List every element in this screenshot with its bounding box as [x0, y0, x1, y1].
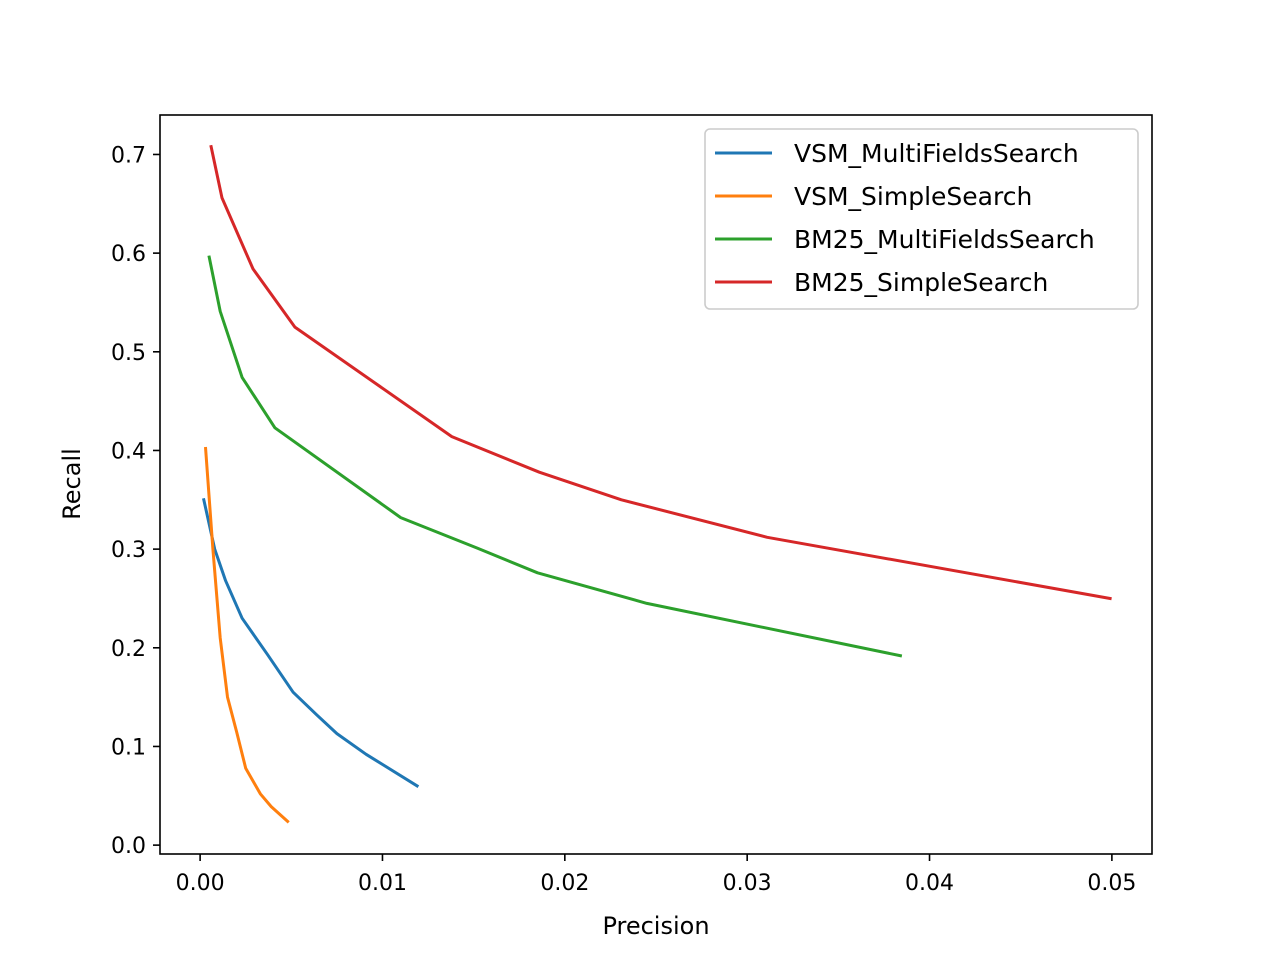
- y-tick-label: 0.1: [111, 735, 146, 760]
- x-tick-label: 0.00: [176, 871, 225, 896]
- x-axis: 0.00 0.01 0.02 0.03 0.04 0.05: [176, 854, 1136, 896]
- plot-area: [202, 144, 1112, 824]
- y-tick-label: 0.5: [111, 341, 146, 366]
- x-tick-label: 0.05: [1087, 871, 1136, 896]
- x-tick-label: 0.01: [358, 871, 407, 896]
- legend-label-3: BM25_SimpleSearch: [794, 268, 1048, 297]
- y-tick-label: 0.2: [111, 637, 146, 662]
- legend-label-2: BM25_MultiFieldsSearch: [794, 225, 1095, 254]
- legend-label-0: VSM_MultiFieldsSearch: [794, 139, 1079, 168]
- y-tick-label: 0.0: [111, 834, 146, 859]
- x-tick-label: 0.03: [723, 871, 772, 896]
- series-line-3: [209, 144, 1112, 601]
- y-tick-label: 0.4: [111, 439, 146, 464]
- plot-frame: [159, 114, 1153, 855]
- x-tick-label: 0.04: [905, 871, 954, 896]
- x-axis-label: Precision: [602, 912, 709, 940]
- y-tick-label: 0.6: [111, 242, 146, 267]
- legend-box: [704, 128, 1139, 310]
- series-line-2: [207, 255, 903, 658]
- legend-label-1: VSM_SimpleSearch: [794, 182, 1032, 211]
- y-tick-label: 0.7: [111, 143, 146, 168]
- x-tick-label: 0.02: [540, 871, 589, 896]
- series-line-0: [202, 498, 420, 788]
- legend: VSM_MultiFieldsSearch VSM_SimpleSearch BM2…: [704, 128, 1139, 310]
- y-axis: 0.0 0.1 0.2 0.3 0.4 0.5 0.6 0.7: [111, 143, 160, 859]
- y-tick-label: 0.3: [111, 538, 146, 563]
- series-line-1: [203, 446, 290, 824]
- y-axis-label: Recall: [58, 448, 86, 520]
